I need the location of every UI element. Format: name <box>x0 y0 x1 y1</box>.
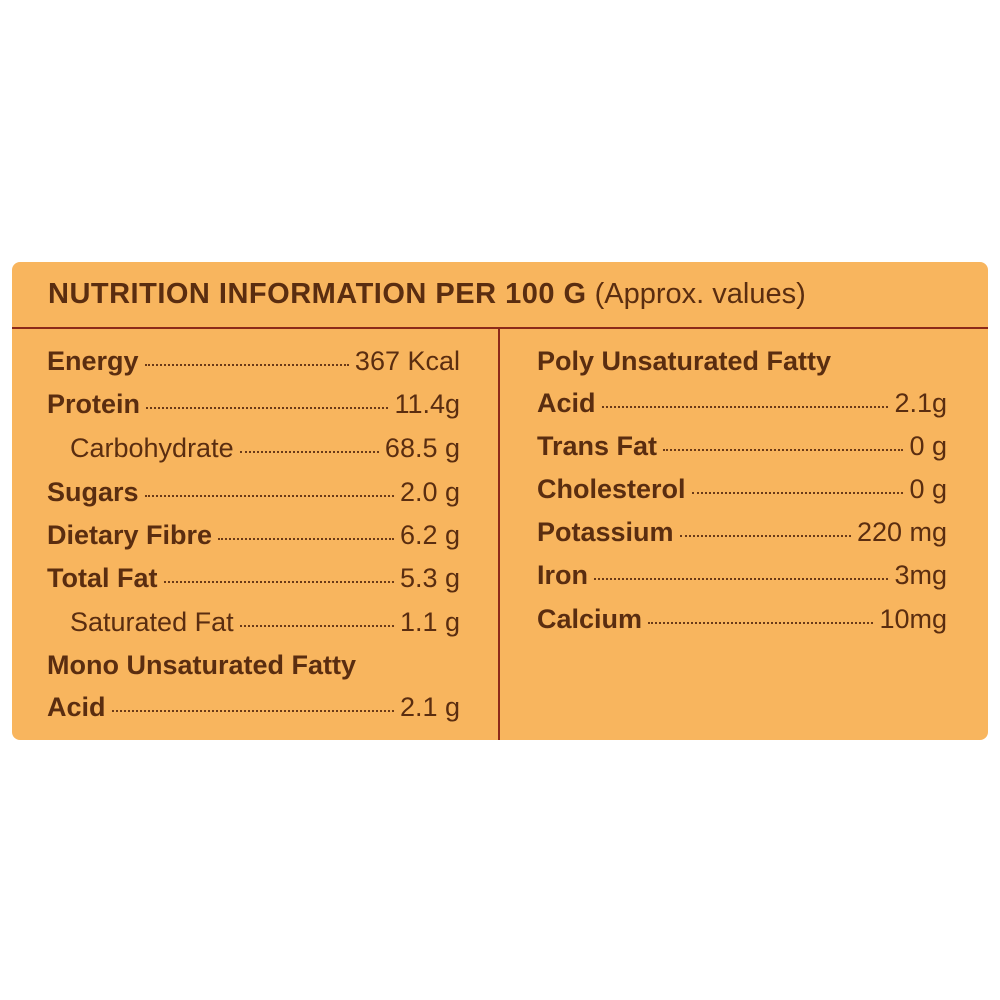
column-divider <box>498 328 500 740</box>
leader-dots <box>144 495 394 497</box>
leader-dots <box>691 492 904 494</box>
nutrient-row: Potassium 220 mg <box>537 517 947 553</box>
nutrient-value: 68.5 g <box>384 433 460 463</box>
nutrient-row: Saturated Fat 1.1 g <box>70 607 460 643</box>
nutrient-label: Calcium <box>537 604 643 634</box>
leader-dots <box>594 578 889 580</box>
nutrient-row: Acid 2.1g <box>537 388 947 424</box>
nutrient-value: 0 g <box>909 431 947 461</box>
leader-dots <box>663 449 904 451</box>
leader-dots <box>111 710 394 712</box>
nutrient-row: Sugars 2.0 g <box>47 477 460 513</box>
nutrient-row: Carbohydrate 68.5 g <box>70 433 460 469</box>
nutrient-label: Potassium <box>537 517 674 547</box>
nutrient-value: 2.1g <box>894 388 947 418</box>
nutrient-label: Carbohydrate <box>70 433 234 463</box>
nutrient-label: Acid <box>47 692 106 722</box>
nutrient-row: Iron 3mg <box>537 560 947 596</box>
leader-dots <box>144 364 349 366</box>
leader-dots <box>239 451 379 453</box>
nutrient-value: 5.3 g <box>399 563 460 593</box>
nutrient-row: Protein 11.4g <box>47 389 460 425</box>
leader-dots <box>218 538 394 540</box>
nutrient-label: Protein <box>47 389 141 419</box>
nutrient-label: Sugars <box>47 477 139 507</box>
leader-dots <box>648 622 874 624</box>
nutrient-row: Trans Fat 0 g <box>537 431 947 467</box>
nutrient-label: Iron <box>537 560 588 590</box>
nutrient-label: Cholesterol <box>537 474 686 504</box>
nutrition-panel: NUTRITION INFORMATION PER 100 G (Approx. … <box>12 262 988 740</box>
nutrient-value: 6.2 g <box>399 520 460 550</box>
leader-dots <box>163 581 394 583</box>
nutrient-value: 367 Kcal <box>354 346 460 376</box>
leader-dots <box>239 625 394 627</box>
nutrient-row: Total Fat 5.3 g <box>47 563 460 599</box>
nutrient-row: Energy 367 Kcal <box>47 346 460 382</box>
nutrient-label: Energy <box>47 346 139 376</box>
nutrient-value: 0 g <box>909 474 947 504</box>
nutrient-row: Cholesterol 0 g <box>537 474 947 510</box>
nutrient-label: Poly Unsaturated Fatty <box>537 346 832 376</box>
nutrient-value: 2.1 g <box>399 692 460 722</box>
nutrient-row: Mono Unsaturated Fatty <box>47 650 460 686</box>
header: NUTRITION INFORMATION PER 100 G (Approx. … <box>48 278 806 311</box>
header-rule <box>12 327 988 329</box>
title: NUTRITION INFORMATION PER 100 G <box>48 278 587 310</box>
nutrient-row: Calcium 10mg <box>537 604 947 640</box>
nutrient-value: 220 mg <box>856 517 947 547</box>
leader-dots <box>146 407 389 409</box>
nutrient-value: 11.4g <box>394 389 460 419</box>
nutrient-label: Mono Unsaturated Fatty <box>47 650 357 680</box>
leader-dots <box>601 406 889 408</box>
nutrient-row: Dietary Fibre 6.2 g <box>47 520 460 556</box>
nutrient-label: Acid <box>537 388 596 418</box>
nutrient-value: 10mg <box>879 604 947 634</box>
nutrient-label: Dietary Fibre <box>47 520 213 550</box>
nutrient-label: Saturated Fat <box>70 607 234 637</box>
subtitle: (Approx. values) <box>594 278 806 310</box>
nutrient-value: 3mg <box>894 560 947 590</box>
nutrient-row: Poly Unsaturated Fatty <box>537 346 947 382</box>
nutrient-row: Acid 2.1 g <box>47 692 460 728</box>
nutrient-value: 2.0 g <box>399 477 460 507</box>
nutrient-value: 1.1 g <box>399 607 460 637</box>
nutrient-label: Total Fat <box>47 563 158 593</box>
leader-dots <box>679 535 851 537</box>
nutrient-label: Trans Fat <box>537 431 658 461</box>
